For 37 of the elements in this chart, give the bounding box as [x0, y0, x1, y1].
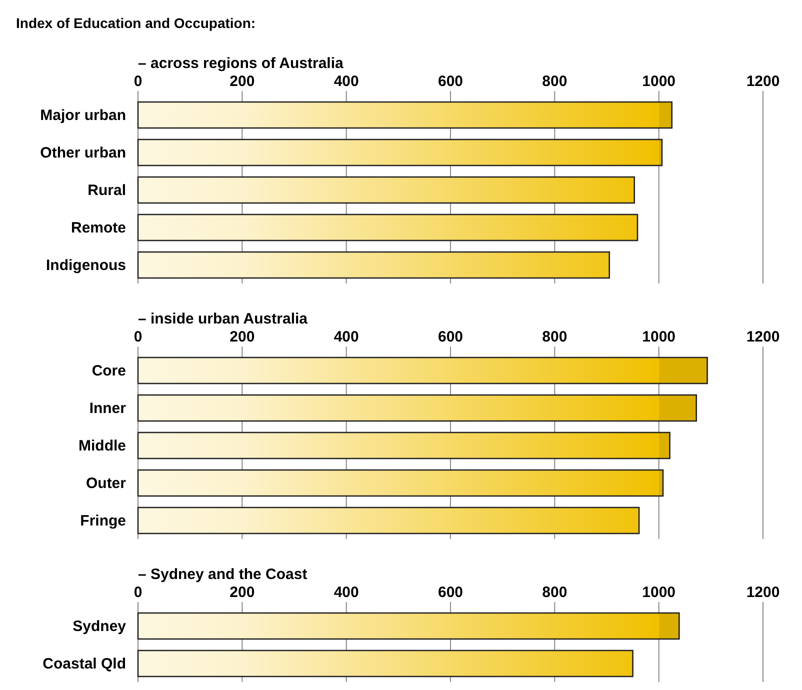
x-tick-label: 1200	[746, 328, 780, 346]
x-tick-label: 0	[134, 328, 142, 346]
chart-subtitle: – Sydney and the Coast	[138, 566, 308, 583]
y-tick-label: Sydney	[72, 618, 127, 635]
x-tick-label: 600	[438, 584, 464, 601]
x-tick-label: 1200	[746, 73, 780, 90]
y-tick-label: Core	[92, 362, 126, 380]
x-tick-label: 400	[334, 584, 359, 601]
x-tick-label: 600	[438, 73, 464, 90]
y-tick-label: Middle	[78, 438, 126, 454]
x-tick-label: 400	[334, 328, 359, 346]
x-tick-label: 1200	[746, 584, 780, 601]
x-tick-label: 0	[134, 584, 142, 601]
x-tick-label: 1000	[642, 73, 676, 90]
y-tick-label: Indigenous	[46, 257, 126, 274]
x-tick-label: 400	[334, 73, 359, 90]
x-tick-label: 1000	[642, 328, 676, 346]
chart-subtitle: – inside urban Australia	[138, 310, 308, 328]
y-tick-label: Other urban	[40, 144, 126, 162]
x-tick-label: 800	[542, 328, 568, 346]
x-tick-label: 200	[230, 328, 255, 346]
x-tick-label: 600	[438, 328, 464, 346]
x-tick-label: 800	[542, 584, 568, 601]
y-tick-label: Major urban	[40, 107, 126, 124]
x-tick-label: 0	[134, 73, 142, 90]
x-tick-label: 200	[230, 584, 255, 601]
y-tick-label: Fringe	[80, 512, 126, 530]
y-tick-label: Rural	[88, 182, 126, 199]
x-tick-label: 800	[542, 73, 568, 90]
chart-subtitle: – across regions of Australia	[138, 55, 344, 72]
x-tick-label: 1000	[642, 584, 676, 601]
x-tick-label: 200	[230, 73, 255, 90]
chart-title: Index of Education and Occupation:	[16, 15, 256, 31]
y-tick-label: Outer	[86, 475, 126, 492]
y-tick-label: Coastal Qld	[42, 656, 126, 672]
y-tick-label: Inner	[89, 400, 126, 417]
y-tick-label: Remote	[70, 220, 126, 236]
